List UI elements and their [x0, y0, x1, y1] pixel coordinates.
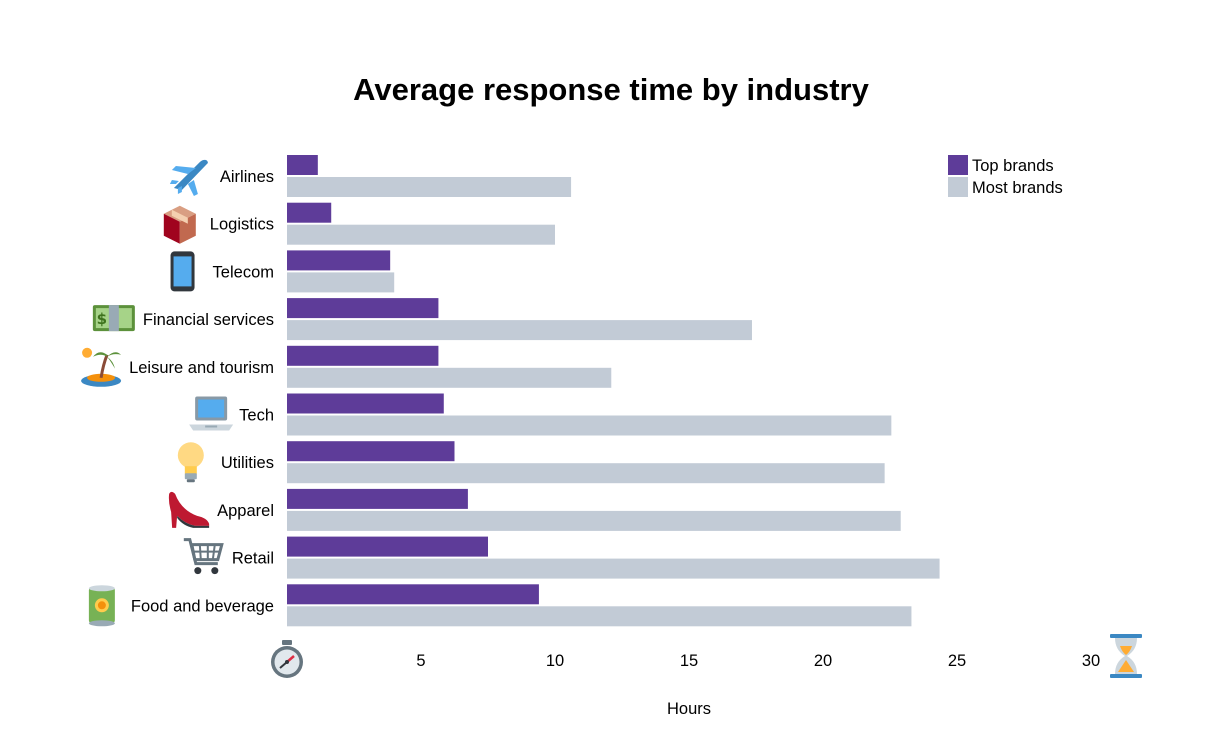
bar-most-brands-leisure-and-tourism — [287, 367, 612, 388]
x-tick-label: 10 — [546, 652, 564, 670]
svg-text:$: $ — [97, 310, 107, 328]
category-label: Airlines — [220, 168, 274, 186]
bar-most-brands-food-and-beverage — [287, 606, 912, 627]
stopwatch-icon — [271, 640, 303, 678]
category-label: Apparel — [217, 502, 274, 520]
mobile-phone-icon — [170, 251, 195, 292]
laptop-icon — [189, 396, 234, 431]
bar-most-brands-retail — [287, 558, 940, 579]
category-label: Tech — [239, 407, 274, 425]
light-bulb-icon — [177, 442, 204, 483]
category-label: Retail — [232, 550, 274, 568]
airplane-icon — [169, 159, 208, 196]
bar-top-brands-retail — [287, 536, 488, 557]
high-heel-icon — [168, 491, 210, 528]
x-tick-label: 30 — [1082, 652, 1100, 670]
bar-most-brands-logistics — [287, 224, 555, 245]
hourglass-icon — [1110, 634, 1142, 678]
bar-top-brands-financial-services — [287, 298, 439, 319]
legend-label-most-brands: Most brands — [972, 179, 1063, 197]
desert-island-icon — [81, 347, 122, 387]
package-icon — [163, 205, 196, 244]
category-label: Financial services — [143, 311, 274, 329]
category-label: Food and beverage — [131, 597, 274, 615]
legend-swatch-most-brands — [948, 177, 968, 197]
shopping-cart-icon — [183, 538, 224, 575]
bar-top-brands-food-and-beverage — [287, 584, 539, 605]
bar-most-brands-financial-services — [287, 320, 752, 341]
bar-most-brands-airlines — [287, 177, 572, 197]
x-axis-label: Hours — [667, 700, 711, 718]
bar-most-brands-telecom — [287, 272, 395, 293]
bar-most-brands-tech — [287, 415, 892, 436]
canned-food-icon — [88, 585, 115, 627]
bar-top-brands-telecom — [287, 250, 391, 271]
category-label: Leisure and tourism — [129, 359, 274, 377]
bar-top-brands-apparel — [287, 488, 468, 509]
bar-most-brands-utilities — [287, 463, 885, 484]
category-label: Telecom — [213, 263, 274, 281]
x-tick-label: 15 — [680, 652, 698, 670]
x-tick-label: 25 — [948, 652, 966, 670]
bar-top-brands-leisure-and-tourism — [287, 345, 439, 366]
legend-label-top-brands: Top brands — [972, 157, 1054, 175]
bar-top-brands-airlines — [287, 155, 318, 175]
banknote-icon: $ — [92, 305, 135, 332]
bar-top-brands-tech — [287, 393, 444, 414]
bar-top-brands-logistics — [287, 202, 332, 223]
legend-swatch-top-brands — [948, 155, 968, 175]
category-label: Logistics — [210, 216, 274, 234]
bar-top-brands-utilities — [287, 441, 455, 462]
bar-most-brands-apparel — [287, 510, 901, 531]
x-tick-label: 20 — [814, 652, 832, 670]
chart-title: Average response time by industry — [353, 72, 869, 107]
category-label: Utilities — [221, 454, 274, 472]
x-tick-label: 5 — [416, 652, 425, 670]
